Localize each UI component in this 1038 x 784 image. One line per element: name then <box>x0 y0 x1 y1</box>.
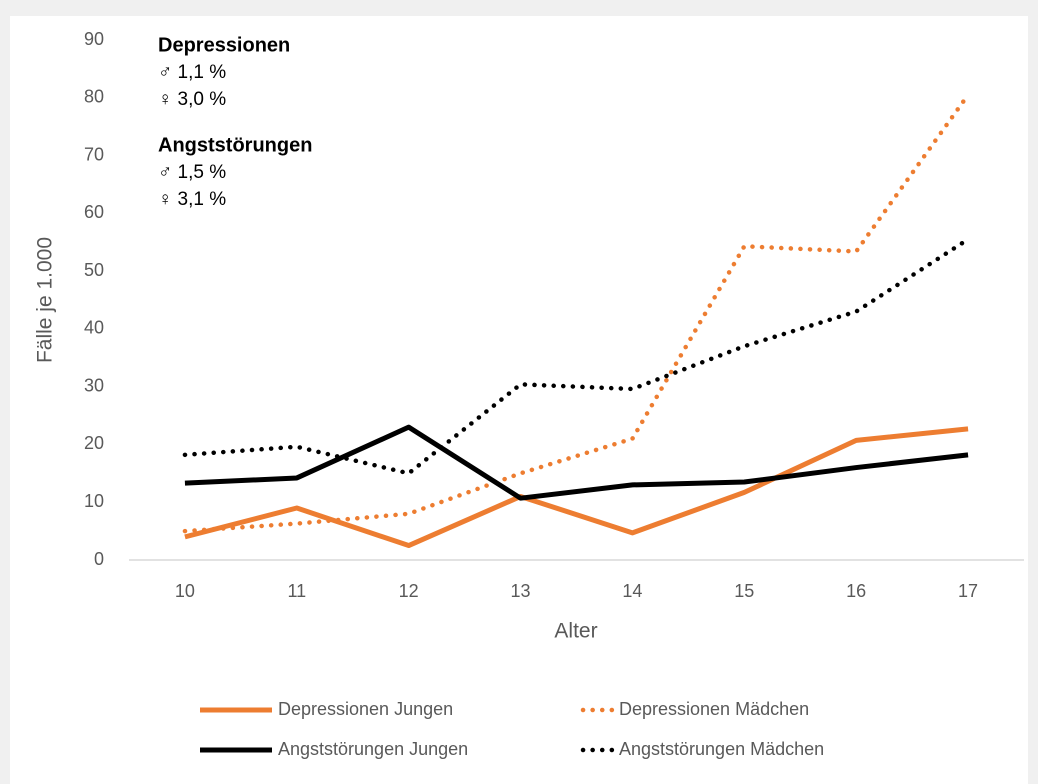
chart-background <box>10 16 1028 784</box>
y-tick-label: 70 <box>84 144 104 164</box>
annotation-title: Depressionen <box>158 34 290 56</box>
annotation-line: ♀ 3,1 % <box>158 189 226 210</box>
series-line <box>184 426 969 549</box>
x-tick-label: 15 <box>734 581 754 601</box>
x-tick-label: 16 <box>846 581 866 601</box>
series-line <box>182 237 971 476</box>
series-line <box>184 424 969 501</box>
y-tick-label: 0 <box>94 549 104 569</box>
annotation-line: ♂ 1,1 % <box>158 62 226 83</box>
x-tick-label: 17 <box>958 581 978 601</box>
x-tick-label: 10 <box>175 581 195 601</box>
annotation-line: ♂ 1,5 % <box>158 162 226 183</box>
y-tick-label: 80 <box>84 87 104 107</box>
x-tick-label: 11 <box>287 581 306 601</box>
y-tick-label: 40 <box>84 318 104 338</box>
y-tick-label: 60 <box>84 202 104 222</box>
y-tick-label: 50 <box>84 260 104 280</box>
y-tick-label: 90 <box>84 29 104 49</box>
legend-label: Depressionen Mädchen <box>619 699 809 719</box>
annotation-line: ♀ 3,0 % <box>158 89 226 110</box>
annotation-title: Angststörungen <box>158 134 312 156</box>
x-tick-label: 13 <box>511 581 531 601</box>
y-tick-label: 30 <box>84 375 104 395</box>
x-tick-label: 14 <box>622 581 642 601</box>
x-tick-label: 12 <box>399 581 419 601</box>
legend-label: Angststörungen Mädchen <box>619 739 824 759</box>
y-tick-label: 10 <box>84 491 104 511</box>
legend-label: Angststörungen Jungen <box>278 739 468 759</box>
legend-label: Depressionen Jungen <box>278 699 453 719</box>
x-axis-title: Alter <box>554 620 597 643</box>
series-line <box>182 92 971 534</box>
y-axis-title: Fälle je 1.000 <box>34 237 57 363</box>
y-tick-label: 20 <box>84 433 104 453</box>
